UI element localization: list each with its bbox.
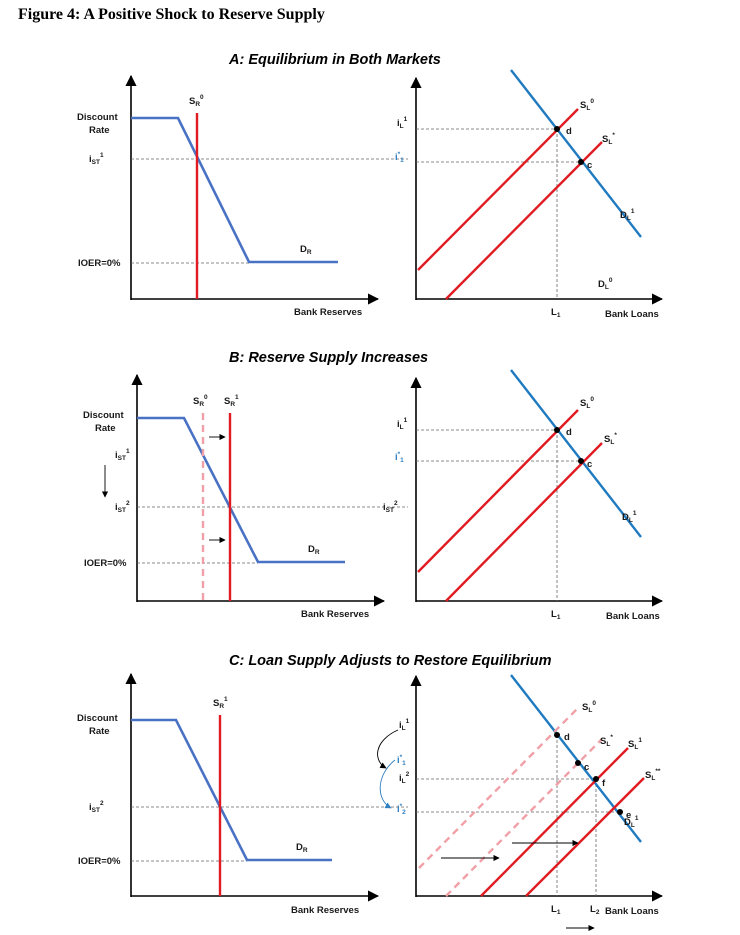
panel-c-point-d [554, 732, 560, 738]
panel-b: B: Reserve Supply Increases Discount Rat… [83, 350, 664, 622]
panel-b-sr1-label: SR1 [224, 394, 239, 408]
panel-b-loan-supply-sl0 [417, 409, 579, 573]
panel-a-slstar-label: SL* [602, 132, 615, 146]
panel-b-point-c-label: c [587, 459, 592, 470]
panel-b-sr0-label: SR0 [193, 394, 208, 408]
panel-b-reserve-demand-curve [137, 416, 345, 564]
panel-a-dl1-label: DL1 [620, 208, 635, 222]
panel-a-ylabel-line2: Rate [89, 125, 110, 136]
panel-a-loan-supply-slstar [445, 141, 603, 300]
panel-c-point-d-label: d [564, 732, 570, 743]
panel-b-loans-xlabel: Bank Loans [606, 611, 660, 622]
panel-c-istar2-label: i*2 [397, 803, 406, 816]
panel-c-istar1-label: i*1 [397, 754, 406, 767]
panel-b-dl1-label: DL1 [622, 510, 637, 524]
panel-a-loans-xlabel: Bank Loans [605, 309, 659, 320]
panel-c-il2-label: iL2 [399, 771, 410, 785]
panel-a-sr0-label: SR0 [189, 94, 204, 108]
panel-a-il1-label: iL1 [397, 116, 408, 130]
panel-b-title: B: Reserve Supply Increases [229, 350, 428, 366]
panel-c-dl1-label: DL1 [624, 815, 639, 829]
panel-c-reserves-xlabel: Bank Reserves [291, 905, 359, 916]
panel-c-point-f-label: f [602, 778, 606, 789]
panel-a-reserve-demand-curve [131, 116, 338, 264]
panel-c-dr-label: DR [296, 842, 308, 854]
panel-c-loan-supply-slstarstar [525, 777, 645, 897]
panel-a-l1-label: L1 [551, 307, 561, 319]
figure-title: Figure 4: A Positive Shock to Reserve Su… [18, 6, 325, 23]
panel-b-slstar-label: SL* [604, 432, 617, 446]
panel-c-point-e-label: e [626, 810, 631, 821]
panel-b-ylabel-line2: Rate [95, 423, 116, 434]
panel-b-dr-label: DR [308, 544, 320, 556]
panel-c-il-curve-arrow [377, 729, 399, 769]
panel-a: A: Equilibrium in Both Markets Discount … [77, 52, 664, 320]
panel-c-slstar-label: SL* [600, 734, 613, 748]
panel-b-ist1-label: iST1 [115, 448, 130, 462]
panel-a-title: A: Equilibrium in Both Markets [228, 52, 441, 68]
panel-c-loans-chart: d c f e iL1 i*1 iL2 i*2 SL0 SL* SL1 SL**… [377, 674, 664, 932]
panel-a-point-d-label: d [566, 126, 572, 137]
panel-c-sr1-label: SR1 [213, 696, 228, 710]
panel-b-il1-label: iL1 [397, 417, 408, 431]
panel-c-loan-supply-sl1 [480, 747, 629, 897]
panel-a-loan-supply-sl0 [417, 108, 579, 271]
panel-c-istar-curve-arrow [379, 759, 396, 809]
panel-b-ylabel-line1: Discount [83, 410, 124, 421]
panel-a-dl0-label: DL0 [598, 277, 613, 291]
panel-c-point-f [593, 776, 599, 782]
panel-c-sl1-label: SL1 [628, 737, 642, 751]
panel-b-l1-label: L1 [551, 609, 561, 621]
panel-b-point-c [578, 458, 584, 464]
panel-b-reserves-xlabel: Bank Reserves [301, 609, 369, 620]
panel-a-istar-label: i*1 [395, 151, 404, 164]
panel-a-ist1-label: iST1 [89, 152, 104, 166]
panel-c-point-c [575, 760, 581, 766]
panel-c-ioer-label: IOER=0% [78, 856, 121, 867]
panel-c: C: Loan Supply Adjusts to Restore Equili… [77, 653, 664, 932]
panel-c-ist2-label: iST2 [89, 800, 104, 814]
panel-b-loan-supply-slstar [445, 442, 603, 602]
panel-c-reserve-demand-curve [131, 718, 332, 862]
panel-a-reserves-chart: Discount Rate iST1 IOER=0% SR0 DR Bank R… [77, 74, 408, 318]
panel-a-sl0-label: SL0 [580, 98, 594, 112]
panel-c-il1-label: iL1 [399, 718, 410, 732]
panel-b-ist2-label: iST2 [115, 500, 130, 514]
panel-a-loan-demand-curve [510, 69, 642, 238]
panel-a-reserves-xlabel: Bank Reserves [294, 307, 362, 318]
panel-a-point-d [554, 126, 560, 132]
panel-c-point-c-label: c [584, 762, 589, 773]
panel-c-loan-supply-sl0 [418, 708, 578, 869]
panel-b-loans-chart: d c iL1 i*1 iST2 SL0 SL* DL1 L1 Bank Loa… [383, 369, 664, 622]
panel-a-point-c-label: c [587, 160, 592, 171]
panel-c-slstarstar-label: SL** [645, 768, 661, 782]
panel-c-loan-demand-curve [510, 674, 642, 843]
panel-c-loans-xlabel: Bank Loans [605, 906, 659, 917]
panel-c-reserves-chart: Discount Rate iST2 IOER=0% SR1 DR Bank R… [77, 672, 408, 916]
panel-b-point-d-label: d [566, 427, 572, 438]
panel-b-loan-demand-curve [510, 369, 642, 538]
panel-a-dr-label: DR [300, 244, 312, 256]
panel-c-l1-label: L1 [551, 904, 561, 916]
panel-b-sl0-label: SL0 [580, 396, 594, 410]
panel-a-ylabel-line1: Discount [77, 112, 118, 123]
panel-c-point-e [617, 809, 623, 815]
panel-b-point-d [554, 427, 560, 433]
panel-b-ioer-label: IOER=0% [84, 558, 127, 569]
panel-c-l2-label: L2 [590, 904, 600, 916]
panel-b-ist2-right-label: iST2 [383, 500, 398, 514]
panel-b-reserves-chart: Discount Rate iST1 iST2 IOER=0% SR0 SR1 … [83, 373, 408, 620]
panel-b-istar-label: i*1 [395, 451, 404, 464]
panel-c-ylabel-line2: Rate [89, 726, 110, 737]
panel-a-point-c [578, 159, 584, 165]
panel-c-sl0-label: SL0 [582, 700, 596, 714]
panel-a-ioer-label: IOER=0% [78, 258, 121, 269]
panel-a-loans-chart: d c iL1 i*1 SL0 SL* DL1 DL0 L1 Bank Loan… [395, 69, 664, 320]
panel-c-title: C: Loan Supply Adjusts to Restore Equili… [229, 653, 552, 669]
panel-c-ylabel-line1: Discount [77, 713, 118, 724]
